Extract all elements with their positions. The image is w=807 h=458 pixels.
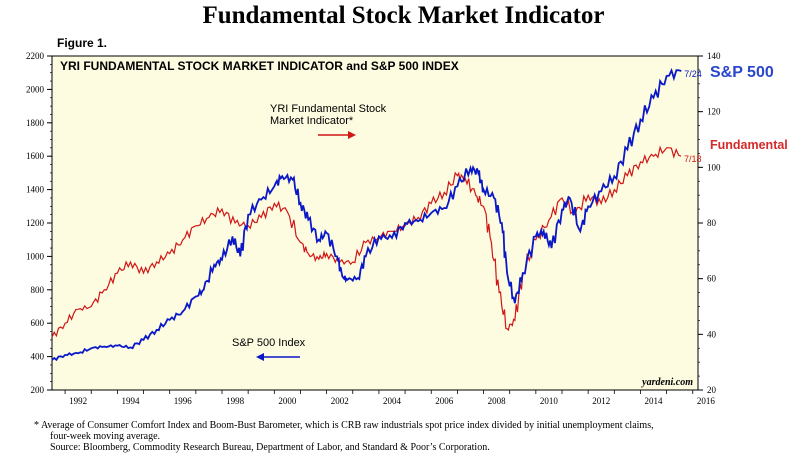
right-tick-label: 140	[707, 51, 721, 61]
x-tick-label: 1994	[121, 396, 140, 406]
fundamental-end-label: 7/18	[684, 154, 702, 164]
footnote-line1: * Average of Consumer Comfort Index and …	[34, 420, 654, 431]
right-tick-label: 40	[707, 329, 717, 339]
left-tick-label: 1400	[26, 185, 45, 195]
x-tick-label: 2004	[383, 396, 402, 406]
right-tick-label: 60	[707, 274, 717, 284]
x-tick-label: 2000	[278, 396, 297, 406]
fundamental-side-label: Fundamental	[710, 138, 788, 152]
page-title: Fundamental Stock Market Indicator	[202, 2, 605, 29]
left-axis: 200 400 600 800 1000 1200 1400 1600 1800 2000 2200	[26, 51, 52, 395]
left-tick-label: 2200	[26, 51, 45, 61]
left-tick-label: 1800	[26, 118, 45, 128]
sp500-end-label: 7/24	[684, 69, 702, 79]
left-tick-label: 1000	[26, 251, 45, 261]
x-tick-label: 2012	[592, 396, 610, 406]
left-tick-label: 2000	[26, 84, 45, 94]
x-tick-label: 1992	[69, 396, 87, 406]
left-tick-label: 1200	[26, 218, 45, 228]
x-tick-label: 2016	[697, 396, 716, 406]
source-watermark: yardeni.com	[641, 377, 693, 388]
right-tick-label: 20	[707, 385, 717, 395]
x-axis: 1992 1994 1996 1998 2000 2002 2004 2006 2008 2010…	[64, 390, 716, 406]
fundamental-arrow	[318, 131, 356, 139]
figure-label: Figure 1.	[57, 36, 108, 50]
x-tick-label: 2006	[435, 396, 454, 406]
right-tick-label: 120	[707, 107, 721, 117]
sp500-annotation: S&P 500 Index	[232, 337, 306, 349]
x-tick-label: 2010	[540, 396, 559, 406]
right-tick-label: 80	[707, 218, 717, 228]
footnote-source: Source: Bloomberg, Commodity Research Bu…	[50, 442, 490, 453]
plot-area	[51, 55, 699, 391]
x-tick-label: 2008	[488, 396, 507, 406]
left-tick-label: 600	[31, 318, 45, 328]
x-tick-label: 2002	[331, 396, 349, 406]
footnote-line2: four-week moving average.	[50, 431, 161, 442]
fundamental-annotation-line1: YRI Fundamental Stock	[270, 103, 387, 115]
left-tick-label: 1600	[26, 151, 45, 161]
x-tick-label: 1996	[174, 396, 193, 406]
left-tick-label: 400	[31, 352, 45, 362]
chart-title: YRI FUNDAMENTAL STOCK MARKET INDICATOR a…	[60, 59, 459, 73]
sp500-arrow	[256, 353, 300, 361]
right-tick-label: 100	[707, 162, 721, 172]
series-sp500-line	[51, 67, 682, 362]
left-tick-label: 800	[31, 285, 45, 295]
right-axis: 20 40 60 80 100 120 140	[698, 51, 721, 395]
left-tick-label: 200	[31, 385, 45, 395]
x-tick-label: 2014	[645, 396, 664, 406]
fundamental-annotation-line2: Market Indicator*	[270, 115, 354, 127]
x-tick-label: 1998	[226, 396, 245, 406]
sp500-side-label: S&P 500	[710, 64, 774, 81]
